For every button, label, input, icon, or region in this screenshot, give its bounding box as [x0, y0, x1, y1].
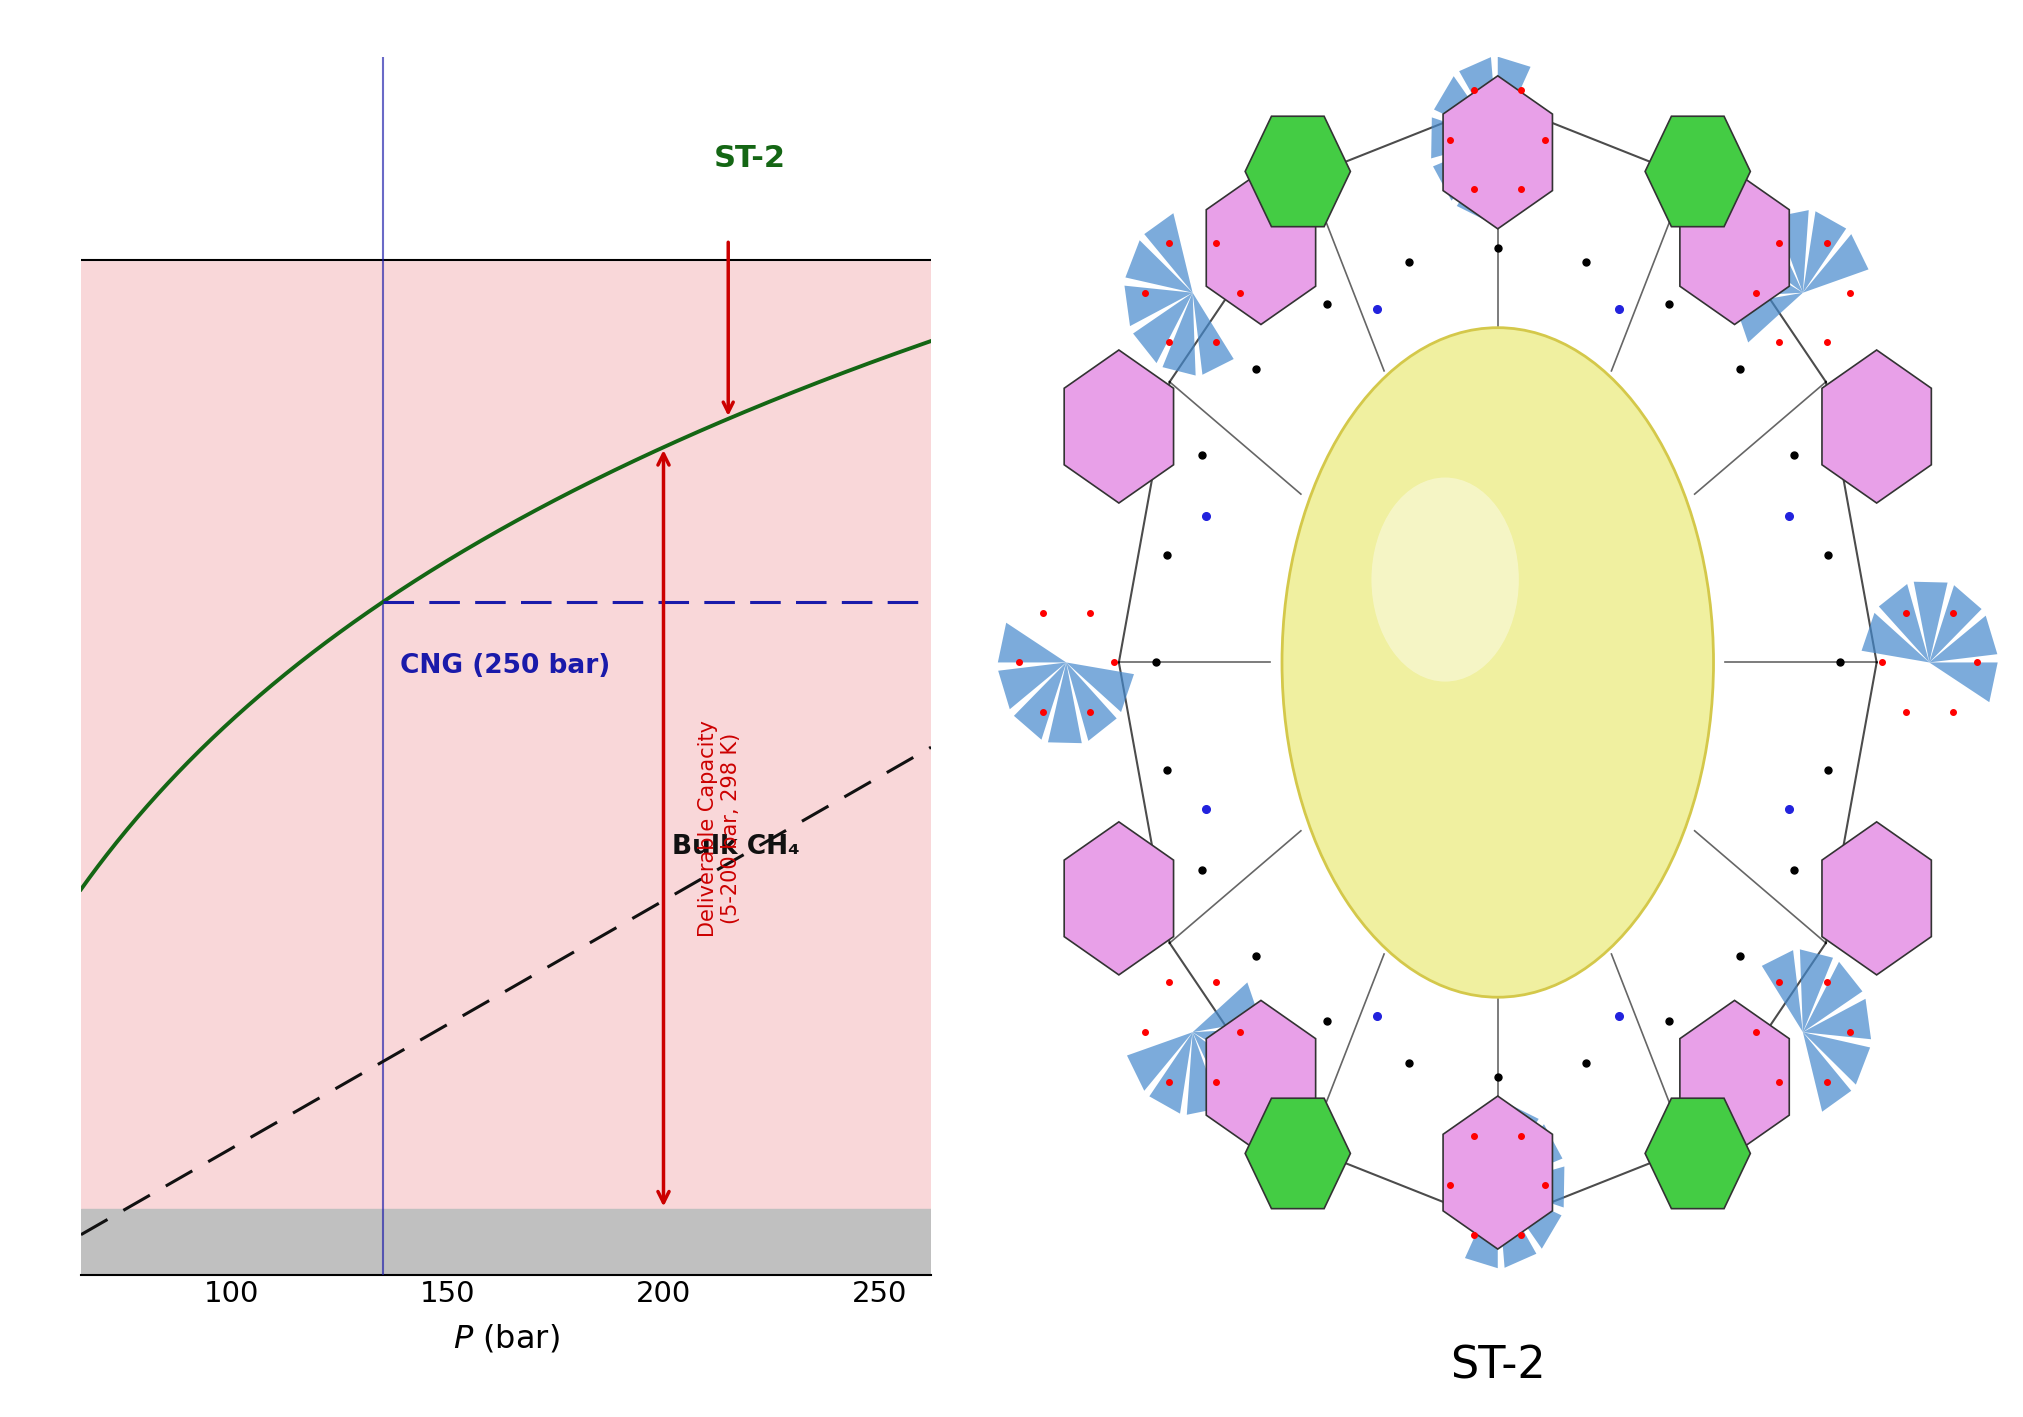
Ellipse shape	[1281, 327, 1713, 998]
Polygon shape	[1760, 951, 1802, 1032]
Text: ST-2: ST-2	[714, 143, 785, 173]
Polygon shape	[1928, 662, 1997, 703]
Polygon shape	[1497, 1104, 1537, 1185]
Polygon shape	[1744, 221, 1802, 293]
Polygon shape	[1192, 293, 1234, 374]
Polygon shape	[1802, 234, 1867, 293]
Polygon shape	[1734, 293, 1802, 343]
Polygon shape	[997, 622, 1066, 662]
Text: Deliverable Capacity
(5-200 bar, 298 K): Deliverable Capacity (5-200 bar, 298 K)	[698, 720, 740, 937]
Polygon shape	[1802, 962, 1861, 1032]
Polygon shape	[1497, 1124, 1562, 1185]
Polygon shape	[1802, 211, 1845, 293]
Text: ST-2: ST-2	[1448, 1345, 1546, 1387]
Polygon shape	[1066, 662, 1117, 741]
Polygon shape	[1497, 1166, 1564, 1207]
Polygon shape	[1465, 1185, 1497, 1268]
Polygon shape	[1734, 256, 1802, 296]
Bar	[81, 259, 931, 1275]
Text: CNG (250 bar): CNG (250 bar)	[401, 653, 611, 679]
Polygon shape	[1802, 1032, 1869, 1084]
Polygon shape	[1914, 582, 1946, 662]
Polygon shape	[1127, 1032, 1192, 1091]
Polygon shape	[1014, 662, 1066, 740]
X-axis label: $P$ (bar): $P$ (bar)	[453, 1322, 558, 1355]
Polygon shape	[1048, 662, 1080, 743]
Polygon shape	[1432, 77, 1497, 140]
Polygon shape	[1459, 57, 1497, 140]
Bar	[81, 57, 931, 259]
Polygon shape	[1192, 1032, 1250, 1104]
Polygon shape	[1497, 57, 1529, 140]
Polygon shape	[1133, 293, 1192, 363]
Polygon shape	[1125, 286, 1192, 326]
Polygon shape	[1149, 1032, 1192, 1114]
Polygon shape	[1192, 982, 1260, 1032]
Polygon shape	[1928, 615, 1997, 662]
Text: Bulk CH₄: Bulk CH₄	[672, 835, 799, 860]
Polygon shape	[1774, 210, 1809, 293]
Polygon shape	[1125, 241, 1192, 293]
Polygon shape	[1457, 140, 1497, 221]
Polygon shape	[1066, 662, 1133, 713]
Polygon shape	[1192, 1029, 1260, 1068]
Polygon shape	[1861, 612, 1928, 662]
Polygon shape	[1802, 999, 1869, 1039]
Polygon shape	[1432, 140, 1497, 201]
Polygon shape	[1430, 118, 1497, 159]
Polygon shape	[1497, 1185, 1562, 1248]
Polygon shape	[997, 662, 1066, 710]
Polygon shape	[1161, 293, 1196, 376]
Polygon shape	[1877, 584, 1928, 662]
Ellipse shape	[1372, 478, 1517, 682]
Polygon shape	[1928, 585, 1981, 662]
Polygon shape	[1185, 1032, 1220, 1115]
Polygon shape	[1798, 949, 1833, 1032]
Polygon shape	[1802, 1032, 1851, 1112]
Polygon shape	[1497, 1185, 1535, 1268]
Polygon shape	[1143, 213, 1192, 293]
Bar	[81, 1209, 931, 1275]
